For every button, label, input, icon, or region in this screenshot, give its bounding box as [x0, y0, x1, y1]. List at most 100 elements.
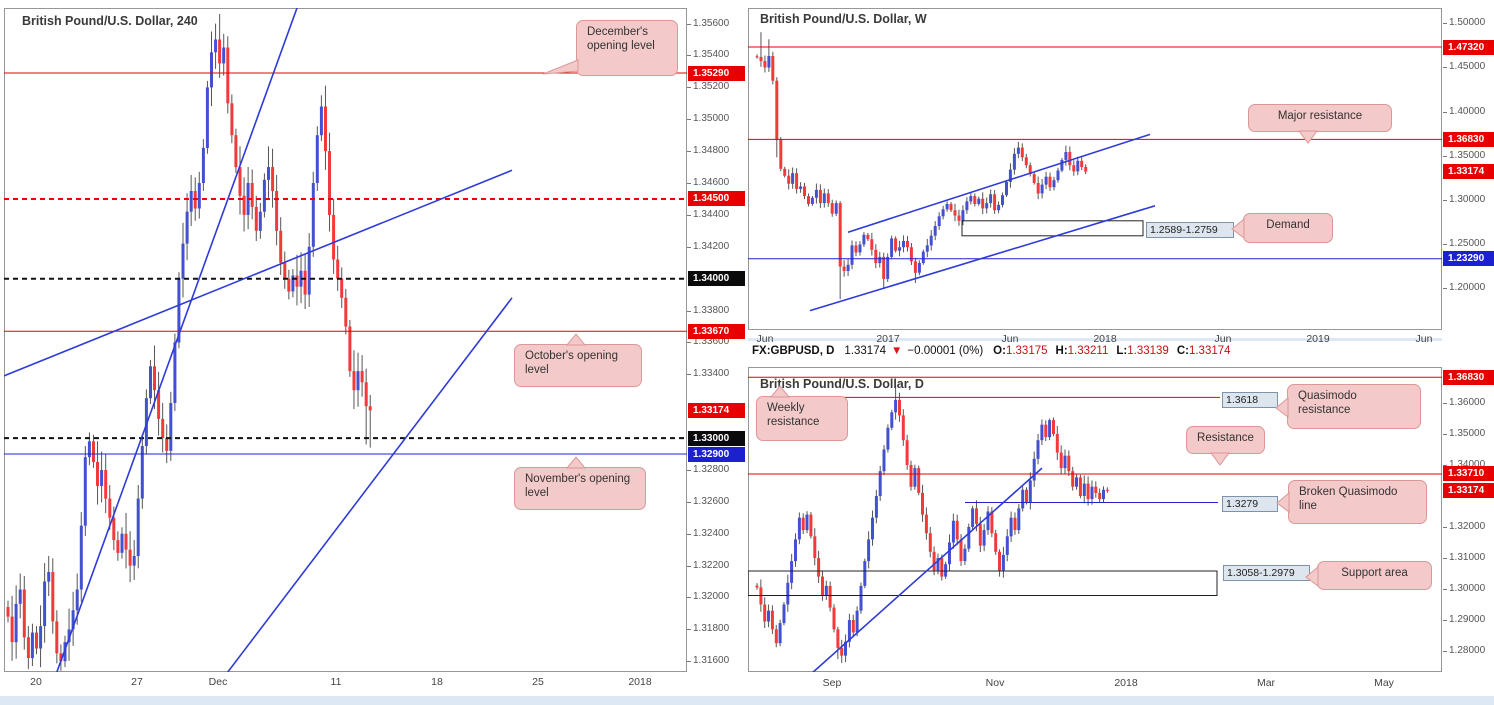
price-axis-tick [687, 183, 691, 184]
price-axis-tick [1443, 527, 1447, 528]
callout-tail [565, 333, 587, 346]
price-axis-tick [687, 534, 691, 535]
price-axis-tick [687, 629, 691, 630]
callout-annotation[interactable]: Resistance [1186, 426, 1265, 466]
price-axis-label: 1.30000 [1449, 194, 1486, 205]
price-axis-tick [687, 566, 691, 567]
callout-text: Weekly resistance [767, 402, 820, 428]
ticker-segment: 1.33174 [1188, 345, 1231, 357]
candlestick-canvas-4h[interactable] [4, 8, 687, 672]
price-axis-label: 1.29000 [1449, 614, 1486, 625]
price-axis-label: 1.30000 [1449, 583, 1486, 594]
price-axis-label: 1.36000 [1449, 397, 1486, 408]
price-axis-tick [687, 119, 691, 120]
time-axis-label: Jun [756, 333, 774, 345]
callout-annotation[interactable]: Broken Quasimodo line [1276, 480, 1427, 524]
ticker-segment: 1.33174 [844, 345, 886, 357]
trend-line [809, 205, 1156, 312]
price-level-badge: 1.36830 [1443, 132, 1494, 147]
price-axis-tick [1443, 244, 1447, 245]
callout-annotation[interactable]: Demand [1231, 213, 1333, 243]
callout-annotation[interactable]: Major resistance [1248, 104, 1392, 144]
callout-annotation[interactable]: December's opening level [542, 20, 678, 76]
callout-tail [1305, 565, 1319, 587]
price-axis-tick [1443, 112, 1447, 113]
price-level-badge: 1.35290 [688, 66, 745, 81]
price-axis-tick [1443, 288, 1447, 289]
callout-text: Broken Quasimodo line [1299, 486, 1398, 512]
price-axis-tick [1443, 67, 1447, 68]
callout-annotation[interactable]: Support area [1305, 561, 1432, 590]
price-axis-label: 1.33400 [693, 368, 730, 379]
ticker-segment: 1.33175 [1005, 345, 1048, 357]
callout-tail [542, 59, 579, 75]
price-level-label[interactable]: 1.3279 [1222, 496, 1278, 512]
trend-line [56, 8, 298, 672]
zone-box [748, 570, 1218, 596]
price-axis-tick [687, 55, 691, 56]
price-level-badge: 1.34500 [688, 191, 745, 206]
price-axis-tick [687, 247, 691, 248]
price-axis-label: 1.33800 [693, 305, 730, 316]
price-axis-label: 1.40000 [1449, 106, 1486, 117]
callout-tail [1276, 491, 1290, 513]
price-level-label[interactable]: 1.3058-1.2979 [1223, 565, 1310, 581]
callout-annotation[interactable]: Quasimodo resistance [1275, 384, 1421, 429]
price-level-label[interactable]: 1.2589-1.2759 [1146, 222, 1234, 238]
price-axis-label: 1.35000 [1449, 428, 1486, 439]
price-level-badge: 1.33670 [688, 324, 745, 339]
callout-text: Support area [1341, 567, 1408, 579]
time-axis-label: 2019 [1306, 333, 1330, 345]
price-axis-label: 1.35400 [693, 49, 730, 60]
price-axis-tick [687, 661, 691, 662]
candlestick-canvas-daily[interactable] [748, 367, 1442, 672]
price-axis-label: 1.50000 [1449, 17, 1486, 28]
price-axis-label: 1.25000 [1449, 238, 1486, 249]
price-level-badge: 1.33174 [688, 403, 745, 418]
price-axis-label: 1.32000 [693, 591, 730, 602]
price-axis-label: 1.32600 [693, 496, 730, 507]
callout-annotation[interactable]: Weekly resistance [756, 385, 848, 441]
chart-title-4h: British Pound/U.S. Dollar, 240 [22, 14, 198, 28]
chart-panel-weekly[interactable] [748, 8, 1442, 330]
callout-tail [1210, 452, 1230, 466]
price-axis-label: 1.34800 [693, 145, 730, 156]
price-axis-label: 1.31600 [693, 655, 730, 666]
callout-annotation[interactable]: November's opening level [514, 456, 646, 510]
time-axis-label: Jun [1001, 333, 1019, 345]
price-axis-tick [687, 342, 691, 343]
chart-title-daily: British Pound/U.S. Dollar, D [760, 377, 924, 391]
ticker-segment: L: [1116, 345, 1128, 357]
change-down-icon: ▼ [891, 345, 903, 357]
price-axis-label: 1.28000 [1449, 645, 1486, 656]
price-level-badge: 1.33174 [1443, 164, 1494, 179]
time-axis-label: May [1374, 677, 1394, 689]
callout-tail [1231, 217, 1245, 239]
weekly-bottom-strip [748, 338, 1442, 341]
price-level-badge: 1.36830 [1443, 370, 1494, 385]
ticker-segment: O: [993, 345, 1006, 357]
callout-annotation[interactable]: October's opening level [514, 333, 642, 387]
callout-tail [1298, 130, 1318, 144]
price-axis-label: 1.32800 [693, 464, 730, 475]
price-axis-tick [687, 597, 691, 598]
trend-line [4, 169, 513, 377]
price-axis-label: 1.34600 [693, 177, 730, 188]
ticker-segment: −0.00001 (0%) [907, 345, 984, 357]
trend-line [226, 297, 513, 672]
candlestick-canvas-weekly[interactable] [748, 8, 1442, 330]
price-axis-tick [687, 215, 691, 216]
price-axis-tick [1443, 434, 1447, 435]
price-axis-tick [687, 374, 691, 375]
callout-text: Quasimodo resistance [1298, 390, 1357, 416]
symbol-ohlc-ticker: FX:GBPUSD, D 1.33174 ▼ −0.00001 (0%) O:1.331… [752, 345, 1231, 357]
price-level-badge: 1.33000 [688, 431, 745, 446]
price-axis-tick [1443, 403, 1447, 404]
time-axis-label: Sep [822, 677, 842, 689]
price-level-label[interactable]: 1.3618 [1222, 392, 1278, 408]
price-axis-label: 1.35000 [1449, 150, 1486, 161]
price-axis-label: 1.33600 [693, 336, 730, 347]
price-axis-tick [1443, 558, 1447, 559]
price-axis-label: 1.34400 [693, 209, 730, 220]
